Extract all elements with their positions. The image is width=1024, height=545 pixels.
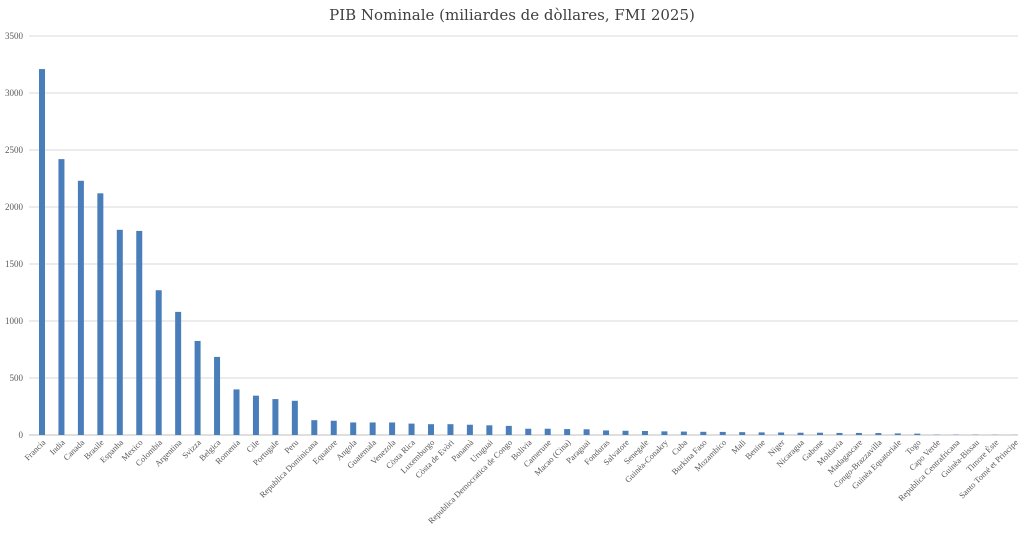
bar [350,422,357,435]
bar [855,432,862,435]
bar [486,425,493,435]
x-axis-tick-labels: Francia IndiaCanadaBrasileEspanhaMexicoCo… [22,437,1020,526]
bar [641,431,648,435]
y-axis-tick-labels: 0 500 1000 1500 2000 2500 3000 3500 [5,31,24,440]
bar [758,432,765,435]
bar [58,159,65,435]
bar [291,400,298,435]
bar [233,389,240,435]
bar [914,433,921,435]
bar [661,431,668,435]
x-tick-label: Francia [22,437,47,462]
bar [428,424,434,435]
y-tick-label: 2500 [5,145,24,155]
y-tick-label: 0 [19,430,24,440]
bar [447,424,454,435]
y-tick-label: 1500 [5,259,24,269]
y-tick-label: 3500 [5,31,24,41]
x-tick-label: Canada [61,437,86,462]
bar [155,290,162,435]
bar [525,428,532,435]
y-tick-label: 1000 [5,316,24,326]
bar [622,430,629,435]
chart-title: PIB Nominale (miliardes de dòllares, FMI… [329,6,695,24]
bar [311,420,318,435]
bar [408,423,415,435]
bar [797,432,804,435]
bar [369,422,376,435]
bar [778,432,785,435]
bar [466,424,473,435]
bar [603,430,610,435]
bar [583,429,590,435]
bar [719,431,726,435]
bar [739,432,746,435]
y-tick-label: 500 [10,373,24,383]
gridlines [29,35,1018,436]
y-tick-label: 2000 [5,202,24,212]
bar [875,433,882,435]
bars [39,69,1018,435]
bar [836,432,843,435]
bar [564,429,571,435]
bar [77,180,84,435]
bar [330,420,337,435]
bar [389,422,396,435]
bar [116,229,123,435]
bar [175,311,182,435]
bar [544,428,551,435]
bar [214,356,221,435]
bar [252,395,259,435]
bar [700,431,707,435]
bar [680,431,687,435]
x-tick-label: Benine [743,437,767,461]
bar [97,193,104,435]
bar [505,425,512,435]
bar [136,230,143,435]
bar [894,433,901,435]
bar [817,432,823,435]
bar [272,399,279,435]
bar [194,340,201,435]
bar [39,69,45,435]
y-tick-label: 3000 [5,88,24,98]
